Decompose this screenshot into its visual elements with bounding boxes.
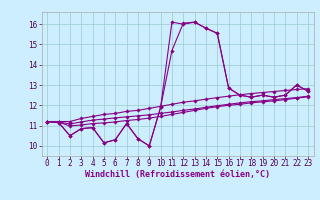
X-axis label: Windchill (Refroidissement éolien,°C): Windchill (Refroidissement éolien,°C) xyxy=(85,170,270,179)
